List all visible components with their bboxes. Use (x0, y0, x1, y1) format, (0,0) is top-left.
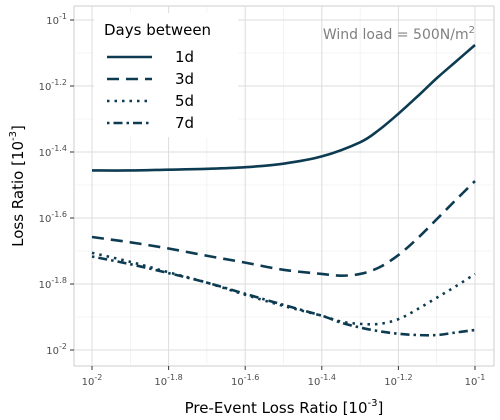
y-tick-label: 10-1.8 (39, 276, 67, 291)
legend: Days between 1d 3d 5d 7d (94, 13, 238, 137)
series-line-1d (91, 44, 476, 172)
wind-load-annotation: Wind load = 500N/m2 (323, 25, 475, 43)
x-axis-ticks: 10-2 10-1.8 10-1.6 10-1.4 10-1.2 10-1 (82, 366, 486, 388)
y-tick-label: 10-1.2 (39, 78, 67, 93)
series-line-3d (91, 180, 476, 277)
legend-label-1d: 1d (175, 48, 194, 66)
y-tick-label: 10-1.4 (39, 144, 67, 159)
x-tick-label: 10-2 (82, 373, 103, 388)
legend-box (94, 13, 238, 137)
legend-title: Days between (104, 21, 211, 39)
legend-label-7d: 7d (175, 114, 194, 132)
y-axis-title: Loss Ratio [10-3] (8, 125, 27, 247)
x-tick-label: 10-1 (465, 373, 486, 388)
grid (74, 6, 494, 366)
series-line-7d (91, 255, 476, 337)
x-tick-label: 10-1.2 (384, 373, 412, 388)
y-tick-label: 10-2 (46, 342, 67, 357)
y-axis-ticks: 10-2 10-1.8 10-1.6 10-1.4 10-1.2 10-1 (39, 12, 74, 357)
legend-label-3d: 3d (175, 70, 194, 88)
x-tick-label: 10-1.4 (308, 373, 336, 388)
x-tick-label: 10-1.6 (231, 373, 259, 388)
y-tick-label: 10-1 (46, 12, 67, 27)
legend-label-5d: 5d (175, 92, 194, 110)
y-tick-label: 10-1.6 (39, 210, 67, 225)
series-lines (91, 44, 476, 337)
x-tick-label: 10-1.8 (154, 373, 182, 388)
x-axis-title: Pre-Event Loss Ratio [10-3] (185, 398, 384, 417)
